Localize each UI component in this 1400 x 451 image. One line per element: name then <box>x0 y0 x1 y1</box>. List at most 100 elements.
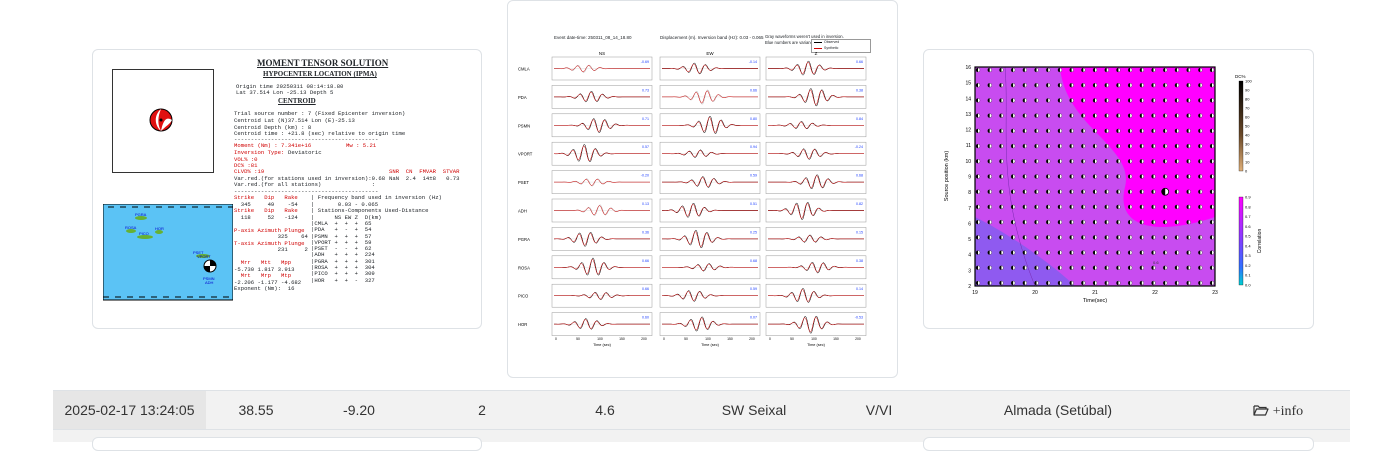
variance-reduction: -0.53 <box>855 316 863 320</box>
source-mechanism-marker <box>1186 159 1191 164</box>
source-mechanism-marker <box>1104 159 1109 164</box>
variance-reduction: -0.24 <box>855 145 863 149</box>
source-mechanism-marker <box>975 250 981 255</box>
source-mechanism-marker <box>1092 143 1098 149</box>
source-mechanism-marker <box>1163 250 1168 255</box>
source-mechanism-marker <box>1081 83 1086 88</box>
source-mechanism-marker <box>1069 174 1074 179</box>
tensor-row-2: -2.206 -1.177 -4.682 <box>234 279 302 286</box>
source-mechanism-marker <box>1151 113 1156 118</box>
source-mechanism-marker <box>1198 204 1203 210</box>
source-mechanism-marker <box>975 235 981 240</box>
source-mechanism-marker <box>1022 143 1027 149</box>
source-mechanism-marker <box>1116 98 1121 103</box>
source-mechanism-marker <box>1010 280 1016 286</box>
moment-tensor-card[interactable]: PGRA ROSA PICO HOR PSET VPORT PSMN ADH M… <box>92 49 482 329</box>
source-mechanism-marker <box>1116 159 1121 164</box>
source-mechanism-marker <box>1046 67 1051 73</box>
source-mechanism-marker <box>1046 265 1051 270</box>
synthetic-trace <box>554 65 650 73</box>
source-mechanism-marker <box>1209 143 1215 149</box>
source-mechanism-marker <box>1022 265 1027 270</box>
source-mechanism-marker <box>1151 128 1156 134</box>
source-mechanism-marker <box>1081 159 1086 164</box>
source-mechanism-marker <box>1186 219 1191 225</box>
source-mechanism-marker <box>1174 204 1180 210</box>
source-mechanism-marker <box>1010 204 1016 210</box>
source-mechanism-marker <box>1163 128 1168 134</box>
source-mechanism-marker <box>1046 204 1051 210</box>
dc-tick-label: 60 <box>1245 115 1250 120</box>
synthetic-trace <box>768 175 864 189</box>
station-entry: |CMLA + + + 65 <box>311 220 372 227</box>
next-card-stub-3 <box>923 437 1314 451</box>
source-mechanism-marker <box>1046 159 1051 164</box>
source-mechanism-marker <box>1046 143 1051 149</box>
source-mechanism-marker <box>1151 83 1156 88</box>
source-mechanism-marker <box>999 98 1004 103</box>
source-mechanism-marker <box>1198 280 1203 286</box>
source-mechanism-marker <box>1022 113 1027 118</box>
synthetic-trace <box>768 61 864 75</box>
y-tick-label: 8 <box>968 190 971 196</box>
source-mechanism-marker <box>1174 83 1180 88</box>
variance-reduction: 0.66 <box>856 60 863 64</box>
source-mechanism-marker <box>975 204 981 210</box>
source-mechanism-marker <box>1186 83 1191 88</box>
source-mechanism-marker <box>1046 113 1051 118</box>
table-row[interactable]: 2025-02-17 13:24:05 38.55 -9.20 2 4.6 SW… <box>53 390 1350 430</box>
source-mechanism-marker <box>987 174 992 179</box>
source-mechanism-marker <box>1057 280 1063 286</box>
source-mechanism-marker <box>1057 174 1063 179</box>
event-datetime: 2025-02-17 13:24:05 <box>53 391 206 429</box>
source-mechanism-marker <box>1209 159 1215 164</box>
variance-reduction: 0.57 <box>642 145 649 149</box>
source-mechanism-marker <box>1151 189 1156 194</box>
source-mechanism-marker <box>1092 83 1098 88</box>
source-mechanism-marker <box>1198 159 1203 164</box>
source-mechanism-marker <box>1046 219 1051 225</box>
source-mechanism-marker <box>1081 174 1086 179</box>
source-mechanism-marker <box>975 143 981 149</box>
source-mechanism-marker <box>1092 189 1098 194</box>
source-mechanism-marker <box>1069 113 1074 118</box>
correlation-colorbar <box>1238 196 1244 286</box>
source-mechanism-marker <box>1022 189 1027 194</box>
source-mechanism-marker <box>1174 113 1180 118</box>
waveform-card[interactable]: Event date-time: 250311_08_14_18.80 Disp… <box>507 0 898 378</box>
source-mechanism-marker <box>1104 83 1109 88</box>
synthetic-trace <box>662 150 758 158</box>
time-tick-label: 50 <box>576 337 580 341</box>
centroid-latlon: Centroid Lat (N)37.514 Lon (E)-25.13 <box>234 117 355 124</box>
waveform-header-right-1: Gray waveforms weren't used in inversion… <box>765 34 844 39</box>
source-mechanism-marker <box>1186 250 1191 255</box>
station-label: PDA <box>518 95 527 100</box>
source-mechanism-marker <box>999 67 1004 73</box>
source-mechanism-marker <box>1198 113 1203 118</box>
y-tick-label: 12 <box>965 128 971 134</box>
variance-reduction: 0.07 <box>750 316 757 320</box>
source-grid-card[interactable]: 0.6 19 20 21 22 23 2 3 4 5 6 7 8 9 10 11 12 13 14 15 16 Time(… <box>923 49 1314 329</box>
variance-reduction: 0.66 <box>750 88 757 92</box>
source-mechanism-marker <box>1034 235 1039 240</box>
varred-used: Var.red.(for stations used in inversion)… <box>234 175 386 182</box>
source-mechanism-marker <box>1010 113 1016 118</box>
source-mechanism-marker <box>1046 250 1051 255</box>
source-mechanism-marker <box>1139 143 1144 149</box>
source-mechanism-marker <box>1186 235 1191 240</box>
source-mechanism-marker <box>1010 219 1016 225</box>
source-mechanism-marker <box>1151 219 1156 225</box>
p-axis-label: P-axis Azimuth Plunge <box>234 227 305 234</box>
y-tick-label: 15 <box>965 81 971 87</box>
correlation-tick-label: 0.0 <box>1245 283 1251 288</box>
source-mechanism-marker <box>1034 280 1039 286</box>
source-mechanism-marker <box>1127 159 1133 164</box>
variance-reduction: 0.15 <box>856 230 863 234</box>
source-mechanism-marker <box>1163 83 1168 88</box>
station-label: PSMN <box>518 123 530 128</box>
correlation-label: Correlation <box>1257 229 1263 254</box>
source-mechanism-marker <box>1034 143 1039 149</box>
info-link[interactable]: +info <box>1223 391 1333 429</box>
source-mechanism-marker <box>975 189 981 194</box>
variance-reduction: 0.66 <box>642 287 649 291</box>
